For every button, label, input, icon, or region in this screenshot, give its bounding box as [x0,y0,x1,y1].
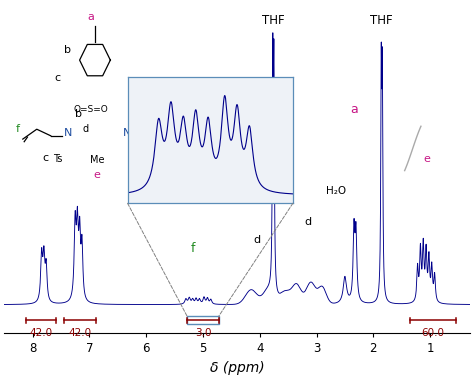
Text: e: e [424,154,431,164]
Bar [187,316,219,324]
Text: n: n [144,138,150,148]
Text: 60.0: 60.0 [421,327,445,338]
Text: Ts: Ts [53,154,63,164]
Text: f: f [191,241,195,255]
Text: d: d [253,235,260,244]
Text: H: H [140,128,148,138]
Text: THF: THF [371,14,393,27]
Text: a: a [87,13,94,22]
Text: THF: THF [262,14,285,27]
Text: e: e [94,170,101,180]
Text: d: d [304,218,311,227]
Text: a: a [351,103,358,116]
Text: d: d [82,124,89,134]
Text: f: f [16,124,20,134]
Text: H₂O: H₂O [326,186,346,196]
X-axis label: δ (ppm): δ (ppm) [210,361,264,375]
Text: 42.0: 42.0 [29,327,53,338]
Text: b: b [75,109,82,119]
Text: c: c [55,73,61,83]
Text: b: b [64,45,71,55]
Text: N: N [123,128,131,138]
Text: 3.0: 3.0 [195,327,211,338]
Text: N: N [64,128,72,138]
Text: Me: Me [90,155,105,164]
Text: 42.0: 42.0 [68,327,91,338]
Text: O=S=O: O=S=O [73,105,108,114]
Text: c: c [42,153,48,163]
